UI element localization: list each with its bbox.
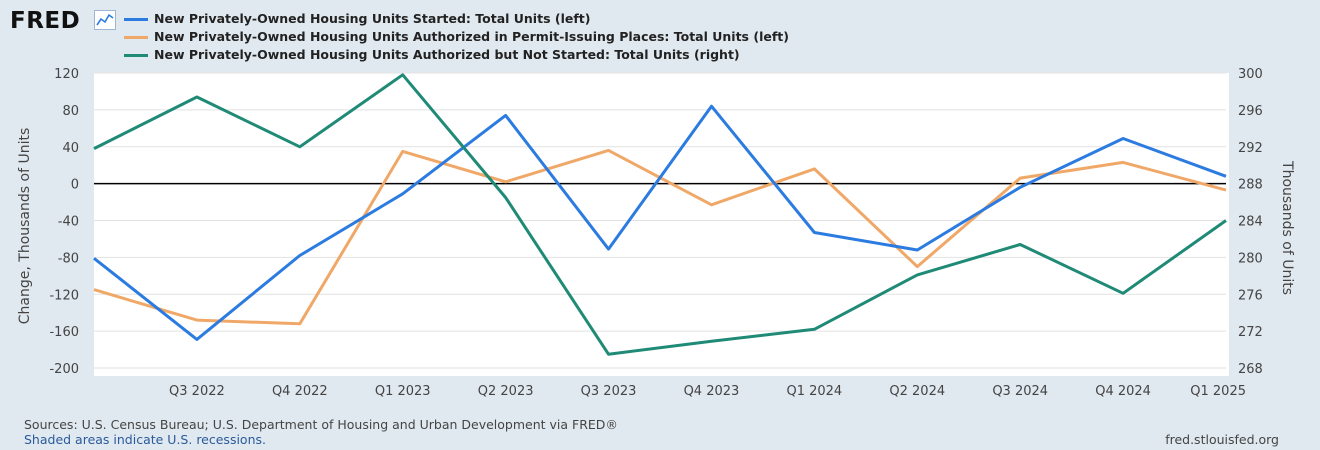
x-tick-label: Q3 2022	[169, 384, 225, 399]
y-tick-label-right: 276	[1238, 288, 1263, 303]
y-tick-label-right: 292	[1238, 141, 1263, 156]
y-tick-label-left: -120	[49, 288, 79, 303]
x-tick-label: Q3 2024	[992, 384, 1048, 399]
x-tick-label: Q1 2024	[786, 384, 842, 399]
fred-url-link[interactable]: fred.stlouisfed.org	[1165, 432, 1279, 447]
x-tick-label: Q1 2025	[1190, 384, 1246, 399]
y-tick-label-right: 288	[1238, 178, 1263, 193]
x-tick-label: Q4 2022	[272, 384, 328, 399]
x-tick-label: Q2 2023	[478, 384, 534, 399]
y-tick-label-right: 268	[1238, 362, 1263, 377]
y-tick-label-right: 272	[1238, 325, 1263, 340]
recession-note-link[interactable]: Shaded areas indicate U.S. recessions.	[24, 432, 618, 447]
plot-area	[94, 73, 1229, 376]
x-tick-label: Q3 2023	[581, 384, 637, 399]
y-tick-label-right: 284	[1238, 215, 1263, 230]
y-tick-label-left: -80	[58, 251, 79, 266]
y-tick-label-left: 40	[62, 141, 79, 156]
y-tick-label-left: 0	[71, 178, 79, 193]
y-tick-label-right: 300	[1238, 67, 1263, 82]
x-tick-label: Q1 2023	[375, 384, 431, 399]
y-tick-label-left: 80	[62, 104, 79, 119]
y-tick-label-left: -40	[58, 215, 79, 230]
y-axis-title-right: Thousands of Units	[1279, 160, 1295, 295]
x-tick-label: Q4 2024	[1095, 384, 1151, 399]
y-tick-label-left: 120	[54, 67, 79, 82]
x-tick-label: Q4 2023	[684, 384, 740, 399]
y-tick-label-right: 296	[1238, 104, 1263, 119]
y-tick-label-left: -200	[49, 362, 79, 377]
y-tick-label-right: 280	[1238, 251, 1263, 266]
x-tick-label: Q2 2024	[889, 384, 945, 399]
footer-sources: Sources: U.S. Census Bureau; U.S. Depart…	[24, 417, 618, 447]
sources-text: Sources: U.S. Census Bureau; U.S. Depart…	[24, 417, 618, 432]
y-axis-title-left: Change, Thousands of Units	[17, 128, 33, 324]
y-tick-label-left: -160	[49, 325, 79, 340]
